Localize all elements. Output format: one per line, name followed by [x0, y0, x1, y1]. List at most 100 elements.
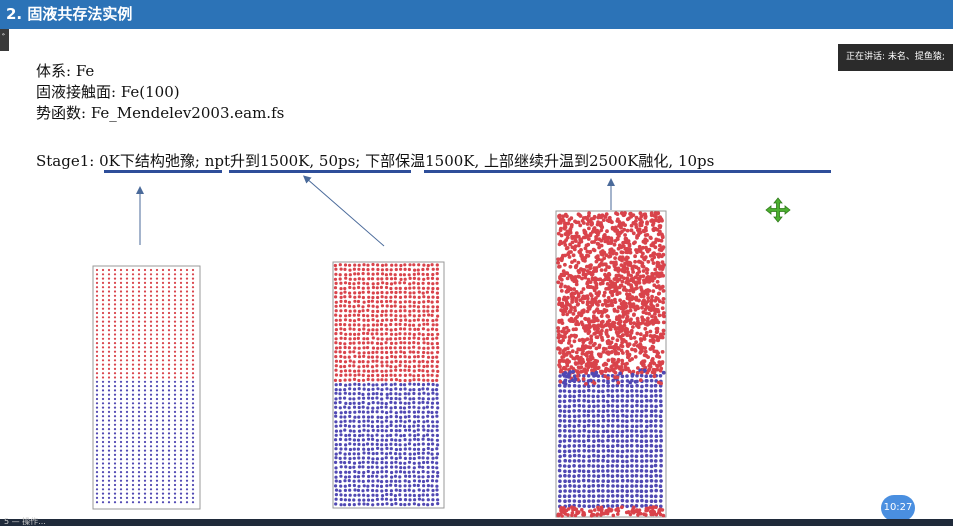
atom: [389, 447, 393, 451]
atom: [143, 501, 147, 504]
atom: [191, 337, 195, 340]
atom: [615, 464, 619, 468]
atom: [357, 410, 361, 414]
atom: [143, 307, 147, 310]
atom: [431, 433, 435, 437]
atom: [161, 363, 165, 366]
atom: [412, 341, 416, 345]
atom: [591, 399, 596, 404]
atom: [366, 268, 370, 272]
atom: [656, 284, 660, 289]
atom: [615, 443, 620, 448]
atom: [558, 489, 562, 494]
atom: [591, 464, 596, 468]
atom: [95, 471, 99, 474]
atom: [125, 428, 129, 431]
atom: [412, 461, 416, 465]
atom: [113, 475, 117, 478]
atom: [577, 389, 582, 394]
atom: [649, 434, 653, 438]
atom: [592, 453, 596, 458]
atom: [625, 409, 629, 413]
atom: [389, 388, 393, 392]
atom: [659, 504, 663, 509]
atom: [431, 424, 435, 428]
atom: [179, 316, 183, 319]
atom: [634, 280, 639, 285]
side-panel-handle[interactable]: ﾞ: [0, 29, 9, 51]
atom: [631, 276, 636, 281]
atom: [558, 433, 562, 438]
atom: [394, 502, 398, 506]
atom: [426, 286, 430, 290]
atom: [426, 387, 430, 391]
atom: [161, 324, 165, 327]
atom: [95, 423, 99, 426]
atom: [339, 411, 343, 415]
atom: [586, 357, 590, 362]
atom: [339, 503, 343, 507]
atom: [376, 446, 380, 450]
atom: [649, 384, 654, 388]
atom: [179, 492, 183, 495]
atom: [389, 369, 393, 373]
taskbar-label: 5 — 操作...: [4, 517, 46, 526]
atom: [398, 290, 402, 294]
atom: [435, 281, 439, 285]
atom: [352, 397, 356, 401]
atom: [585, 302, 590, 307]
atom: [426, 322, 430, 326]
atom: [376, 346, 380, 350]
atom: [167, 363, 171, 366]
atom: [149, 483, 153, 487]
atom: [185, 406, 189, 409]
atom: [413, 415, 417, 419]
atom: [95, 268, 99, 272]
atom: [191, 380, 195, 383]
atom: [421, 318, 425, 322]
timer-badge[interactable]: 10:27: [881, 495, 915, 521]
atom: [185, 294, 189, 297]
atom: [426, 328, 430, 332]
atom: [606, 413, 610, 418]
atom: [343, 493, 347, 497]
atom: [422, 350, 426, 355]
atom: [601, 469, 605, 473]
arrow-step-npt: [302, 175, 385, 247]
atom: [362, 354, 366, 358]
atom: [582, 513, 587, 517]
atom: [656, 338, 661, 343]
atom: [403, 323, 407, 327]
atom: [596, 429, 600, 434]
atom: [344, 309, 348, 313]
atom: [631, 511, 636, 515]
relaxed-lattice-atoms: [95, 268, 195, 504]
atom: [367, 451, 371, 455]
atom: [361, 341, 366, 345]
atom: [614, 251, 619, 256]
atom: [353, 309, 357, 313]
atom: [604, 308, 609, 313]
atom: [412, 410, 416, 414]
atom: [624, 331, 628, 336]
atom: [403, 267, 407, 271]
atom: [620, 424, 625, 428]
atom: [366, 341, 370, 345]
atom: [362, 451, 366, 455]
atom: [661, 300, 665, 305]
atom: [161, 320, 165, 323]
atom: [600, 311, 605, 315]
atom: [573, 439, 577, 443]
atom: [143, 320, 147, 323]
atom: [143, 432, 147, 435]
atom: [352, 424, 356, 428]
atom: [426, 488, 430, 492]
atom: [587, 449, 591, 453]
atom: [385, 392, 389, 396]
atom: [95, 458, 99, 461]
atom: [334, 493, 338, 497]
atom: [131, 372, 135, 375]
atom: [179, 281, 183, 284]
atom: [119, 372, 123, 375]
atom: [627, 242, 632, 247]
